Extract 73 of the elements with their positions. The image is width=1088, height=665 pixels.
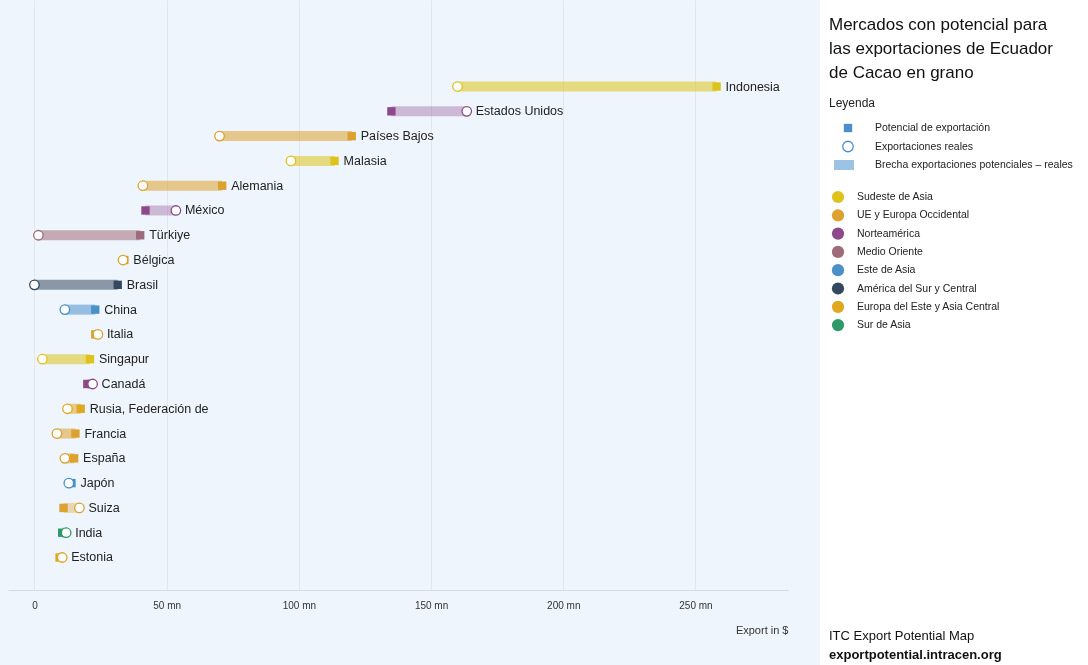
legend-label: Sur de Asia (857, 318, 911, 331)
point (285, 155, 297, 167)
y-tick-label: Italia (106, 327, 134, 342)
point (69, 454, 79, 463)
legend-label: Medio Oriente (857, 244, 924, 257)
x-tick-label: 200 mn (547, 599, 581, 611)
point (461, 105, 473, 117)
x-tick-label: 150 mn (414, 599, 449, 611)
x-tick-label: 100 mn (282, 599, 317, 611)
legend-label: Europa del Este y Asia Central (857, 299, 1000, 312)
point (60, 527, 72, 539)
point (91, 305, 100, 314)
point (137, 180, 149, 192)
legend-label: Norteamérica (857, 226, 921, 239)
point (59, 452, 71, 464)
y-tick-label: Canadá (101, 376, 146, 391)
point (29, 279, 40, 291)
legend-label: Este de Asia (857, 263, 916, 276)
y-tick-label: Brasil (126, 277, 158, 292)
point (59, 304, 71, 316)
point (74, 502, 85, 514)
x-tick-label: 50 mn (153, 599, 182, 611)
point (217, 181, 227, 190)
point (62, 403, 73, 415)
text: Mercados con potencial para las exportaciones de Ecuador de Cacao en grano (829, 15, 1054, 82)
point (71, 429, 80, 438)
y-tick-label: Japón (80, 476, 115, 491)
text: ITC Export Potential Map (829, 628, 975, 643)
y-tick-label: India (75, 525, 103, 540)
y-tick-label: México (184, 203, 225, 218)
point (51, 428, 63, 439)
legend-label: Exportaciones reales (875, 139, 974, 152)
y-tick-label: Alemania (231, 178, 284, 193)
point (347, 131, 356, 141)
point (136, 231, 145, 240)
legend-label: Potencial de exportación (875, 121, 991, 133)
point (36, 353, 48, 365)
y-tick-label: Estonia (71, 550, 113, 565)
y-tick-label: Rusia, Federación de (89, 401, 209, 416)
y-tick-label: Indonesia (725, 79, 780, 94)
x-axis-title: Export in $ (735, 623, 789, 636)
point (170, 205, 182, 216)
y-tick-label: Suiza (88, 500, 120, 515)
point (214, 130, 225, 142)
point (87, 378, 98, 390)
y-tick-label: Singapur (98, 352, 150, 367)
y-tick-label: Francia (84, 426, 127, 441)
legend-label: América del Sur y Central (857, 281, 977, 294)
text: exportpotential.intracen.org (829, 647, 1002, 662)
y-tick-label: Bélgica (133, 253, 175, 268)
text: Brecha exportaciones potenciales – reales (875, 158, 1073, 170)
y-tick-label: Estados Unidos (475, 104, 564, 119)
x-tick-label: 250 mn (679, 599, 713, 611)
point (141, 206, 150, 215)
x-tick-label: 0 (32, 599, 39, 611)
y-tick-label: España (83, 451, 126, 466)
point (76, 404, 85, 413)
legend-title: Leyenda (829, 96, 876, 110)
point (330, 156, 339, 166)
y-tick-label: Países Bajos (360, 129, 434, 144)
y-tick-label: Türkiye (149, 228, 191, 243)
point (113, 280, 122, 290)
point (92, 329, 104, 340)
point (85, 355, 95, 364)
legend-label: Sudeste de Asia (857, 190, 934, 202)
point (387, 107, 396, 116)
y-tick-label: Malasia (343, 153, 387, 168)
y-tick-label: China (104, 302, 137, 317)
point (59, 503, 68, 513)
point (33, 229, 44, 241)
point (712, 82, 721, 91)
legend-label: UE y Europa Occidental (857, 208, 970, 221)
point (452, 81, 463, 92)
